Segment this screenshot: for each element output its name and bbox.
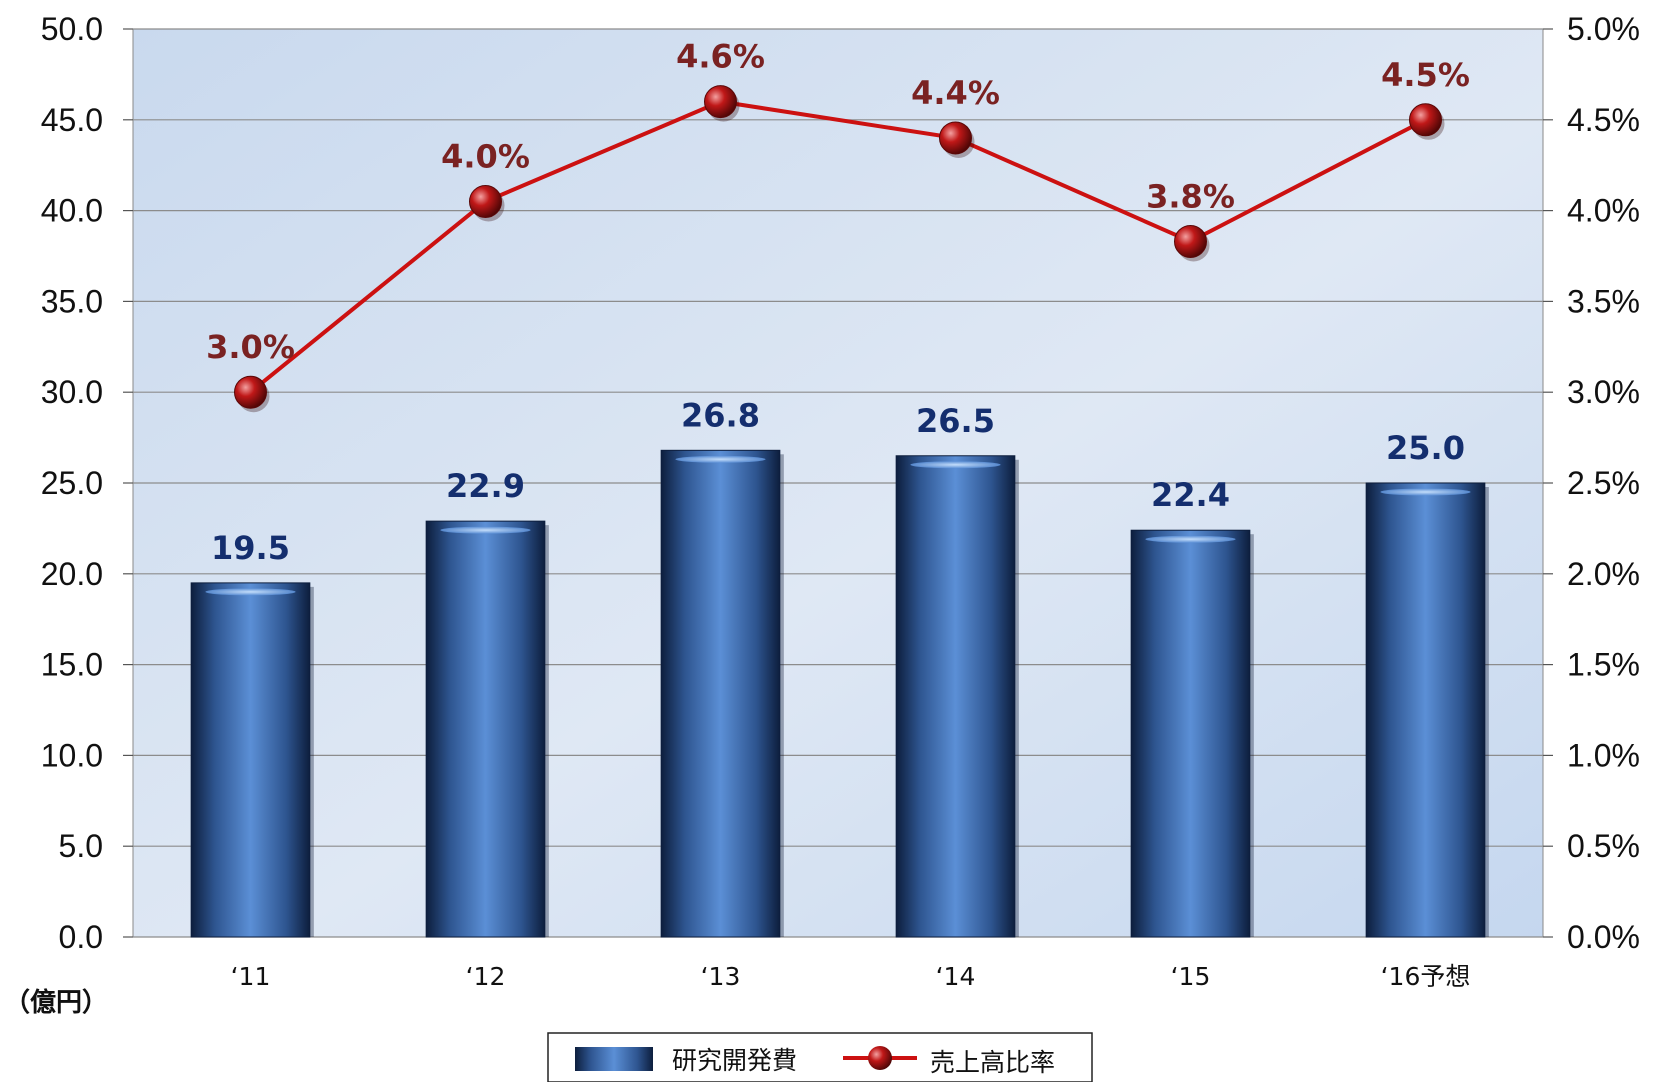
bar xyxy=(1130,529,1251,938)
left-tick-label: 10.0 xyxy=(41,737,103,773)
left-tick-label: 30.0 xyxy=(41,374,103,410)
x-tick-label: ‘11 xyxy=(231,962,271,991)
bar-value-label: 26.8 xyxy=(681,396,760,434)
bar-value-label: 22.9 xyxy=(446,467,525,505)
line-value-label: 4.0% xyxy=(441,138,530,176)
left-tick-label: 0.0 xyxy=(59,919,103,955)
line-value-label: 4.6% xyxy=(676,38,765,76)
line-value-label: 3.8% xyxy=(1146,177,1235,215)
bar-highlight xyxy=(1380,488,1471,496)
bar-highlight xyxy=(675,455,766,463)
x-tick-label: ‘15 xyxy=(1171,962,1211,991)
line-marker xyxy=(939,121,972,155)
x-tick-label: ‘16予想 xyxy=(1381,962,1471,991)
line-value-label: 4.5% xyxy=(1381,56,1470,94)
line-marker xyxy=(234,375,267,409)
right-tick-label: 4.5% xyxy=(1567,102,1640,138)
x-axis: ‘11 ‘12 ‘13 ‘14 ‘15 ‘16予想 xyxy=(231,962,1471,991)
right-tick-label: 1.5% xyxy=(1567,647,1640,683)
bar-highlight xyxy=(205,588,296,596)
right-tick-label: 4.0% xyxy=(1567,193,1640,229)
line-marker xyxy=(1409,103,1442,137)
right-tick-label: 5.0% xyxy=(1567,11,1640,47)
bar-value-label: 26.5 xyxy=(916,402,995,440)
bar-value-label: 22.4 xyxy=(1151,476,1230,514)
bar xyxy=(190,582,311,938)
line-marker xyxy=(1174,224,1207,258)
right-tick-label: 2.0% xyxy=(1567,556,1640,592)
legend-line-marker xyxy=(868,1046,892,1070)
x-tick-label: ‘14 xyxy=(936,962,976,991)
right-tick-label: 2.5% xyxy=(1567,465,1640,501)
line-marker xyxy=(704,85,737,119)
bar-highlight xyxy=(1145,535,1236,543)
left-tick-label: 5.0 xyxy=(59,828,103,864)
line-marker xyxy=(469,185,502,219)
bar xyxy=(1365,482,1486,938)
bar-highlight xyxy=(440,526,531,534)
bar-highlight xyxy=(910,461,1001,469)
right-y-axis: 0.0% 0.5% 1.0% 1.5% 2.0% 2.5% 3.0% 3.5% 4.0% 4.5%… xyxy=(1543,11,1640,955)
left-y-axis: 0.0 5.0 10.0 15.0 20.0 25.0 30.0 35.0 40.0 45.0 50… xyxy=(41,11,133,955)
left-tick-label: 20.0 xyxy=(41,556,103,592)
legend: 研究開発費 売上高比率 xyxy=(547,1032,1093,1082)
legend-bar-swatch xyxy=(575,1047,653,1071)
right-tick-label: 1.0% xyxy=(1567,737,1640,773)
right-tick-label: 3.0% xyxy=(1567,374,1640,410)
line-value-label: 4.4% xyxy=(911,74,1000,112)
bar-value-label: 19.5 xyxy=(211,529,290,567)
bar-series: 19.5 22.9 26.8 26.5 22.4 25.0 xyxy=(190,396,1489,938)
right-tick-label: 3.5% xyxy=(1567,283,1640,319)
x-tick-label: ‘12 xyxy=(466,962,506,991)
right-tick-label: 0.0% xyxy=(1567,919,1640,955)
bar xyxy=(895,455,1016,938)
x-tick-label: ‘13 xyxy=(701,962,741,991)
left-tick-label: 25.0 xyxy=(41,465,103,501)
bar-value-label: 25.0 xyxy=(1386,429,1465,467)
left-axis-unit-label: （億円） xyxy=(4,988,108,1018)
left-tick-label: 35.0 xyxy=(41,283,103,319)
right-tick-label: 0.5% xyxy=(1567,828,1640,864)
line-path xyxy=(249,99,1427,394)
left-tick-label: 50.0 xyxy=(41,11,103,47)
legend-line-label: 売上高比率 xyxy=(930,1048,1055,1077)
left-tick-label: 40.0 xyxy=(41,193,103,229)
left-tick-label: 15.0 xyxy=(41,647,103,683)
left-tick-label: 45.0 xyxy=(41,102,103,138)
bar xyxy=(425,520,546,938)
line-value-label: 3.0% xyxy=(206,328,295,366)
legend-bar-label: 研究開発費 xyxy=(672,1046,797,1075)
bar xyxy=(660,449,781,938)
line-series: 3.0% 4.0% 4.6% 4.4% 3.8% 4.5% xyxy=(206,38,1470,413)
